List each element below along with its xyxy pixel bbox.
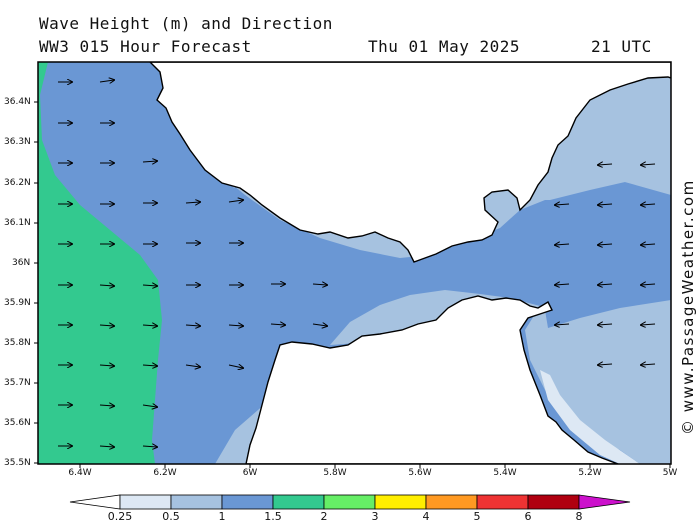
legend-label: 0.5 [162, 510, 180, 523]
wave-band-south-coast [330, 290, 671, 464]
lat-label: 35.6N [4, 418, 31, 428]
legend-label: 1.5 [264, 510, 282, 523]
legend-label: 6 [524, 510, 532, 523]
land-morocco [245, 295, 619, 464]
forecast-label: WW3 015 Hour Forecast [39, 37, 252, 56]
lat-label: 35.7N [4, 378, 31, 388]
lon-ticks [79, 464, 671, 468]
lon-label: 5.6W [408, 468, 432, 478]
lat-ticks [34, 101, 38, 464]
legend-label: 1 [218, 510, 226, 523]
lon-label: 6.4W [68, 468, 92, 478]
lat-label: 36.4N [4, 97, 31, 107]
forecast-date: Thu 01 May 2025 [368, 37, 520, 56]
chart-title: Wave Height (m) and Direction [39, 14, 333, 33]
lon-label: 5.4W [493, 468, 517, 478]
legend-label: 4 [422, 510, 430, 523]
forecast-time: 21 UTC [591, 37, 652, 56]
legend-label: 5 [473, 510, 481, 523]
legend-colorbar [69, 494, 631, 510]
wave-band-east-upper [520, 85, 671, 200]
lat-label: 36N [12, 258, 31, 268]
lon-label: 6W [242, 468, 258, 478]
lat-label: 36.2N [4, 178, 31, 188]
legend-label: 3 [371, 510, 379, 523]
lat-label: 35.9N [4, 298, 31, 308]
lat-label: 36.1N [4, 218, 31, 228]
lat-label: 36.3N [4, 137, 31, 147]
lat-label: 35.8N [4, 338, 31, 348]
legend-label: 8 [575, 510, 583, 523]
lon-label: 5W [662, 468, 678, 478]
lon-label: 5.8W [323, 468, 347, 478]
lat-label: 35.5N [4, 458, 31, 468]
legend-label: 0.25 [107, 510, 133, 523]
direction-arrows [58, 80, 656, 447]
land-spain [149, 62, 671, 263]
credit-watermark: © www.PassageWeather.com [679, 179, 697, 435]
legend-label: 2 [320, 510, 328, 523]
lon-label: 5.2W [578, 468, 602, 478]
lon-label: 6.2W [153, 468, 177, 478]
wave-band-pale [540, 370, 640, 464]
